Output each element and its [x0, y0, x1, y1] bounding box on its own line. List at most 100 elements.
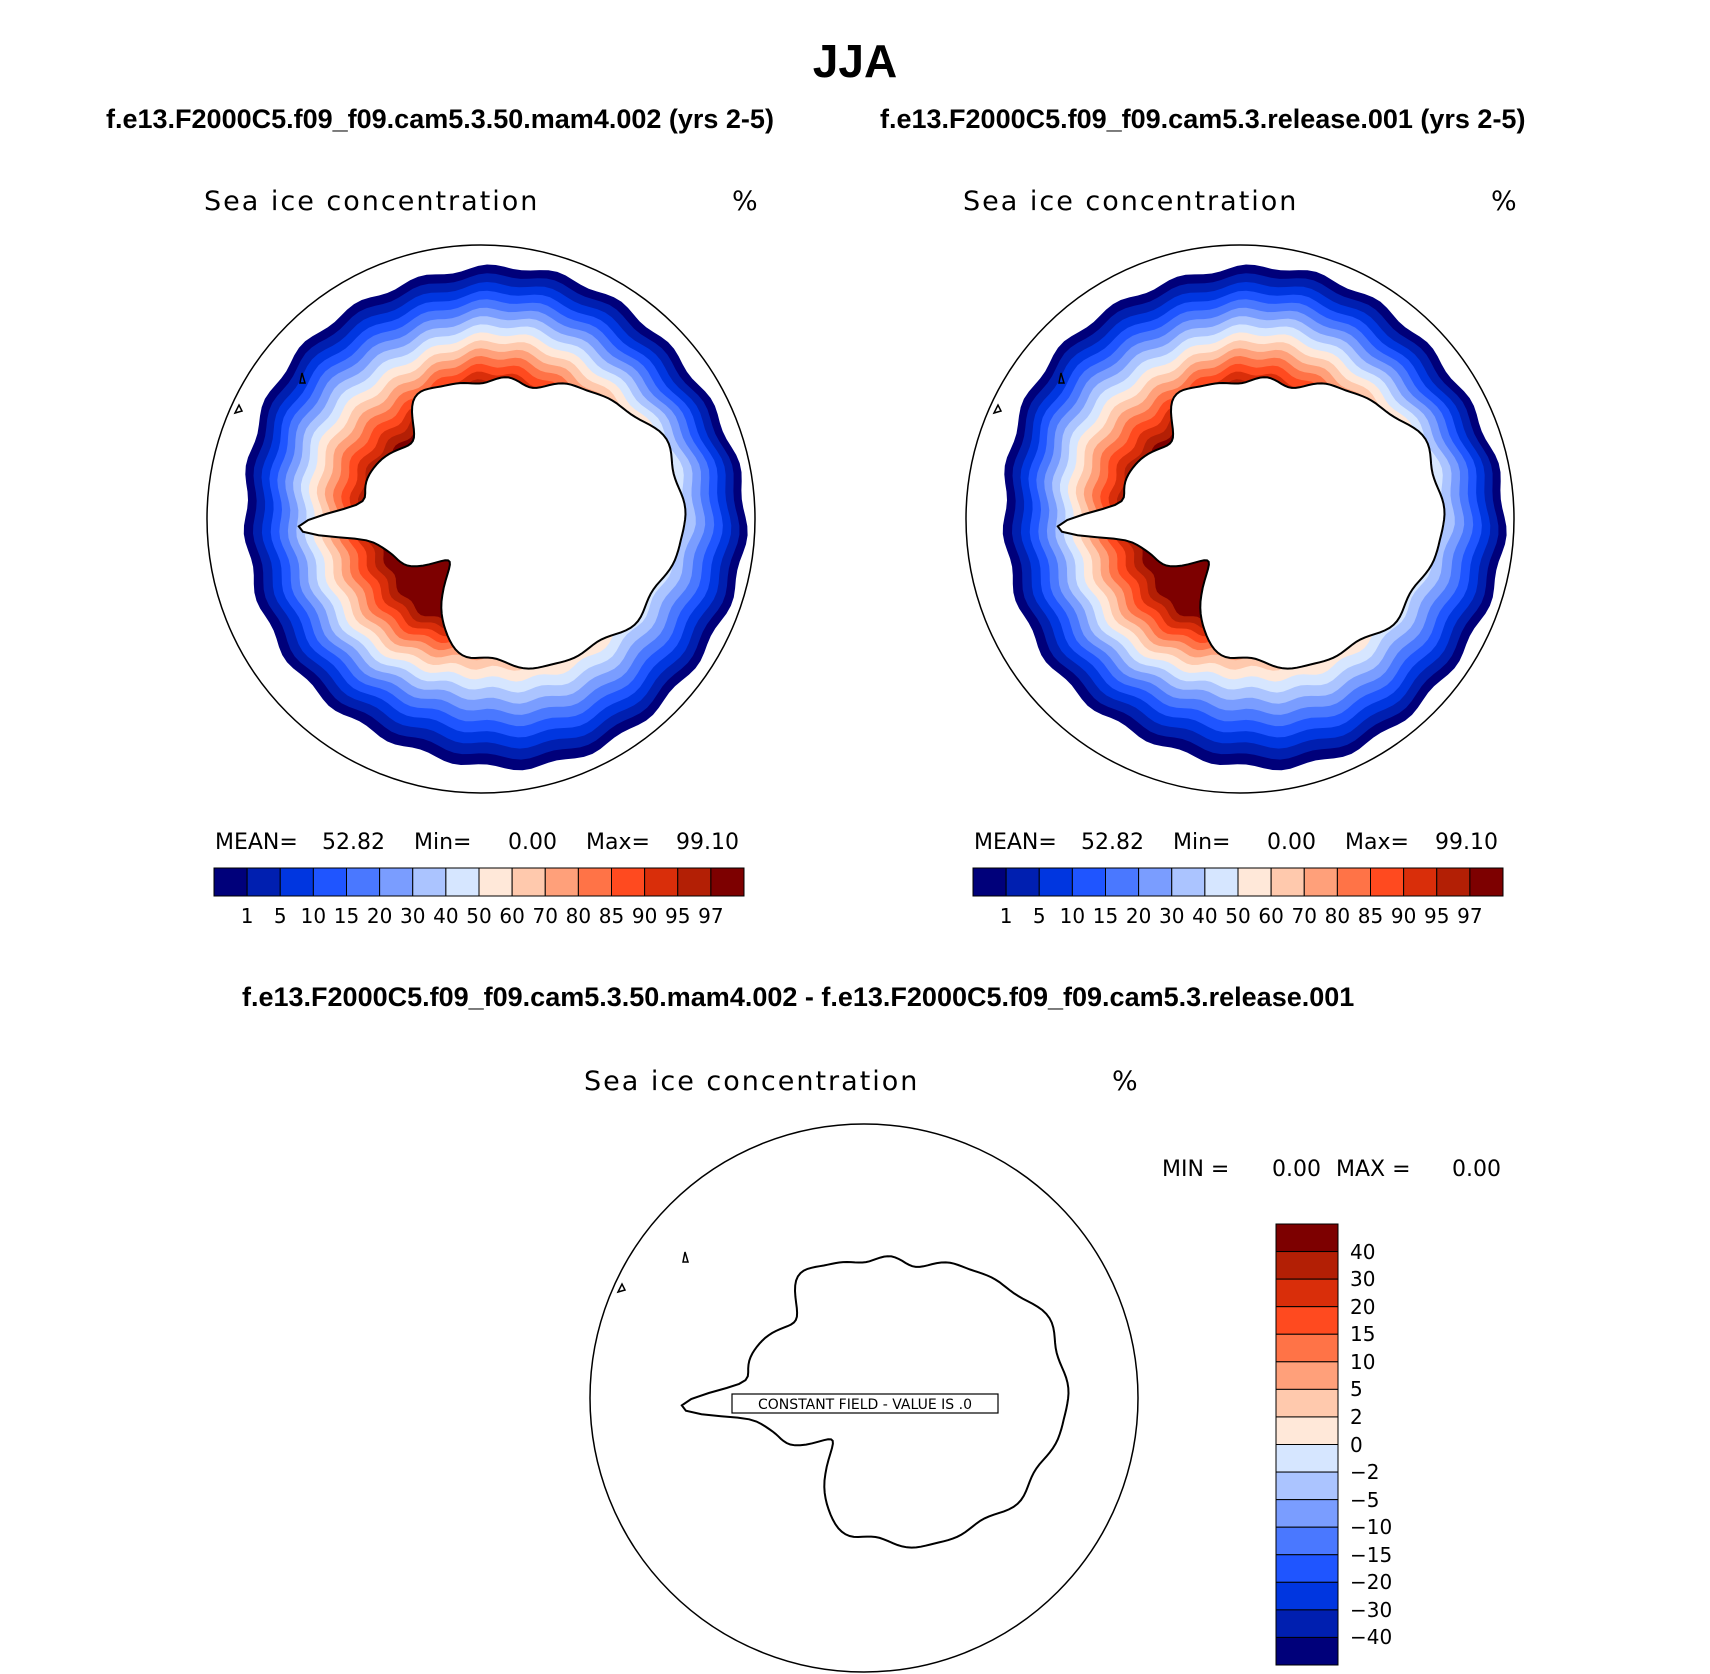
- diff-colorbar-tick-label: 30: [1350, 1267, 1376, 1292]
- panel2-colorbar-box-10: [1270, 867, 1305, 897]
- case1-header: f.e13.F2000C5.f09_f09.cam5.3.50.mam4.002…: [106, 104, 774, 134]
- panel1-colorbar-tick-label: 5: [273, 904, 287, 928]
- panel1-colorbar-box-2: [246, 867, 281, 897]
- panel2-max-label: Max=: [1345, 830, 1409, 855]
- diff-colorbar-box-4: [1275, 1306, 1339, 1335]
- panel1-colorbar-tick-label: 30: [400, 904, 426, 928]
- diff-colorbar-tick-label: −10: [1350, 1515, 1393, 1540]
- panel1-colorbar-box-14: [644, 867, 679, 897]
- panel2-variable: Sea ice concentration: [963, 186, 1299, 217]
- diff-colorbar-box-6: [1275, 1361, 1339, 1390]
- diff-max-label: MAX =: [1336, 1157, 1411, 1182]
- panel2-colorbar-box-9: [1237, 867, 1272, 897]
- panel2-mean-value: 52.82: [1081, 830, 1144, 855]
- panel1-colorbar-tick-label: 50: [466, 904, 492, 928]
- panel2-colorbar-tick-label: 97: [1457, 904, 1483, 928]
- panel2-island-1: [992, 403, 1003, 415]
- panel1-colorbar-tick-label: 90: [631, 904, 658, 928]
- panel2-min-value: 0.00: [1267, 830, 1316, 855]
- panel2-colorbar-box-14: [1403, 867, 1438, 897]
- panel1-colorbar-tick-label: 97: [698, 904, 724, 928]
- panel2-colorbar-box-2: [1005, 867, 1040, 897]
- diff-constant-field-frame: [731, 1393, 999, 1414]
- panel2-colorbar-ticks: 1 5 10 15 20 30 40 50 60 70 80 85 90 95 97: [973, 904, 1503, 930]
- diff-min-value: 0.00: [1272, 1157, 1321, 1182]
- panel1-colorbar-box-4: [312, 867, 347, 897]
- panel2-colorbar-tick-label: 70: [1291, 904, 1317, 928]
- panel1-colorbar-tick-label: 70: [532, 904, 558, 928]
- diff-max-value: 0.00: [1452, 1157, 1501, 1182]
- diff-colorbar-box-7: [1275, 1388, 1339, 1418]
- diff-units: %: [1112, 1066, 1140, 1097]
- panel1-map: [206, 244, 756, 794]
- diff-min-label: MIN =: [1162, 1157, 1230, 1182]
- panel2-colorbar-box-13: [1370, 867, 1405, 897]
- panel1-colorbar-tick-label: 85: [598, 904, 625, 928]
- panel1-min-label: Min=: [414, 830, 472, 855]
- diff-colorbar-tick-label: −40: [1350, 1625, 1393, 1650]
- panel2-colorbar-tick-label: 80: [1324, 904, 1351, 928]
- panel1-max-label: Max=: [586, 830, 650, 855]
- diff-colorbar-tick-label: −30: [1350, 1597, 1393, 1622]
- diff-colorbar: [1275, 1223, 1339, 1666]
- panel1-colorbar-box-9: [478, 867, 513, 897]
- panel2-colorbar-box-15: [1436, 867, 1471, 897]
- panel2-colorbar-tick-label: 30: [1159, 904, 1185, 928]
- diff-colorbar-tick-label: 20: [1350, 1294, 1376, 1319]
- diff-colorbar-box-9: [1275, 1444, 1339, 1473]
- panel1-min-value: 0.00: [508, 830, 557, 855]
- diff-colorbar-box-13: [1275, 1554, 1339, 1583]
- panel1-colorbar-tick-label: 80: [565, 904, 592, 928]
- panel2-map: [965, 244, 1515, 794]
- panel1-units: %: [732, 186, 760, 217]
- diff-island-2: [682, 1251, 690, 1263]
- panel1-variable: Sea ice concentration: [204, 186, 540, 217]
- case2-header: f.e13.F2000C5.f09_f09.cam5.3.release.001…: [880, 104, 1526, 134]
- panel2-colorbar-box-16: [1469, 867, 1504, 897]
- panel1-colorbar-box-16: [710, 867, 745, 897]
- panel2-units: %: [1491, 186, 1519, 217]
- panel1-colorbar-tick-label: 40: [433, 904, 459, 928]
- panel1-colorbar-box-5: [346, 867, 381, 897]
- panel1-colorbar-box-1: [213, 867, 248, 897]
- panel2-island-2: [1058, 372, 1066, 384]
- panel1-colorbar-tick-label: 95: [665, 904, 691, 928]
- panel1-colorbar-box-11: [544, 867, 579, 897]
- diff-colorbar-tick-label: −20: [1350, 1570, 1393, 1595]
- panel1-colorbar-box-10: [511, 867, 546, 897]
- panel1-colorbar: [213, 867, 745, 897]
- diff-colorbar-box-8: [1275, 1416, 1339, 1445]
- panel1-colorbar-box-12: [577, 867, 612, 897]
- diff-colorbar-box-10: [1275, 1471, 1339, 1501]
- diff-colorbar-tick-label: 10: [1350, 1349, 1376, 1374]
- figure-title: JJA: [812, 35, 898, 87]
- diff-colorbar-box-3: [1275, 1278, 1339, 1308]
- panel2-colorbar-tick-label: 15: [1092, 904, 1119, 928]
- diff-island-1: [616, 1282, 627, 1294]
- diff-header: f.e13.F2000C5.f09_f09.cam5.3.50.mam4.002…: [242, 982, 1355, 1012]
- diff-colorbar-box-14: [1275, 1581, 1339, 1611]
- panel2-colorbar-tick-label: 1: [999, 904, 1013, 928]
- panel2-colorbar: [972, 867, 1504, 897]
- panel2-colorbar-box-1: [972, 867, 1007, 897]
- diff-colorbar-box-12: [1275, 1526, 1339, 1556]
- diff-colorbar-tick-label: −5: [1350, 1487, 1380, 1512]
- diff-colorbar-box-16: [1275, 1636, 1339, 1666]
- panel2-colorbar-tick-label: 20: [1125, 904, 1152, 928]
- panel2-colorbar-box-12: [1336, 867, 1371, 897]
- panel2-colorbar-tick-label: 90: [1390, 904, 1417, 928]
- panel2-colorbar-tick-label: 40: [1192, 904, 1218, 928]
- panel2-colorbar-tick-label: 95: [1424, 904, 1450, 928]
- diff-colorbar-box-2: [1275, 1251, 1339, 1280]
- panel2-colorbar-tick-label: 10: [1059, 904, 1086, 928]
- panel1-antarctica-coastline: [297, 376, 687, 670]
- panel2-colorbar-tick-label: 50: [1225, 904, 1251, 928]
- panel1-colorbar-box-13: [611, 867, 646, 897]
- diff-colorbar-tick-label: 15: [1350, 1322, 1376, 1347]
- panel2-colorbar-box-11: [1303, 867, 1338, 897]
- diff-colorbar-box-11: [1275, 1499, 1339, 1528]
- panel2-colorbar-tick-label: 5: [1032, 904, 1046, 928]
- panel1-colorbar-tick-label: 60: [499, 904, 525, 928]
- panel1-colorbar-box-15: [677, 867, 712, 897]
- panel2-colorbar-tick-label: 60: [1258, 904, 1284, 928]
